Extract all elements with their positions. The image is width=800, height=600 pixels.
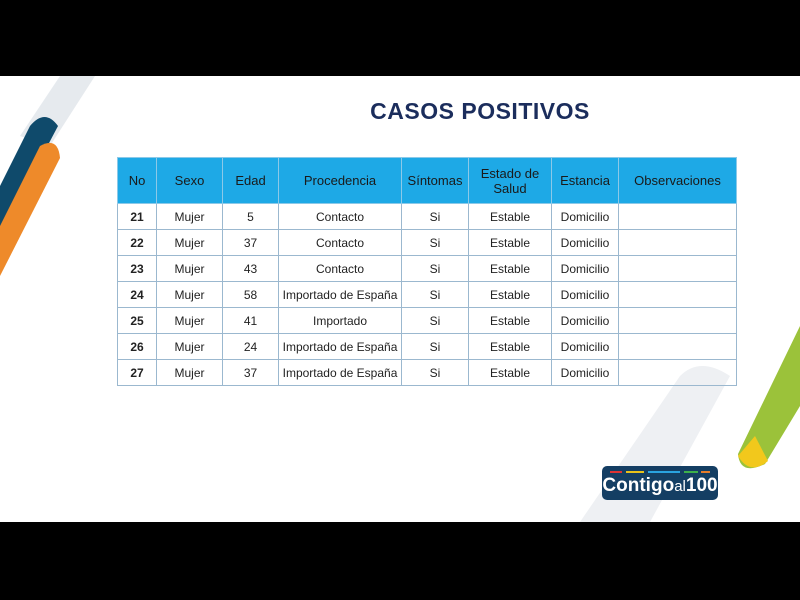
cell-procedencia: Contacto [278, 203, 402, 230]
cell-estado-salud: Estable [468, 307, 552, 334]
cases-table: No Sexo Edad Procedencia Síntomas Estado… [117, 157, 737, 386]
cell-estado-salud: Estable [468, 203, 552, 230]
cell-no: 21 [117, 203, 157, 230]
cell-no: 25 [117, 307, 157, 334]
slide: CASOS POSITIVOS No Sexo Edad Procedencia… [0, 76, 800, 522]
cell-sexo: Mujer [156, 333, 223, 360]
cell-estado-salud: Estable [468, 229, 552, 256]
cell-observaciones [618, 229, 737, 256]
cell-estancia: Domicilio [551, 229, 619, 256]
cell-sintomas: Si [401, 203, 469, 230]
cell-observaciones [618, 359, 737, 386]
table-row: 21 Mujer 5 Contacto Si Estable Domicilio [117, 203, 737, 230]
table-row: 22 Mujer 37 Contacto Si Estable Domicilio [117, 229, 737, 256]
cell-sintomas: Si [401, 307, 469, 334]
cell-no: 23 [117, 255, 157, 282]
cell-edad: 5 [222, 203, 279, 230]
cell-estado-salud: Estable [468, 359, 552, 386]
column-header-edad: Edad [222, 157, 279, 204]
cell-no: 22 [117, 229, 157, 256]
cell-observaciones [618, 203, 737, 230]
cell-sintomas: Si [401, 359, 469, 386]
table-header-row: No Sexo Edad Procedencia Síntomas Estado… [117, 157, 737, 204]
cell-estancia: Domicilio [551, 203, 619, 230]
table-row: 24 Mujer 58 Importado de España Si Estable Dom… [117, 281, 737, 308]
logo-text: 100 [685, 475, 718, 496]
table-row: 27 Mujer 37 Importado de España Si Estable Dom… [117, 359, 737, 386]
column-header-no: No [117, 157, 157, 204]
cell-sexo: Mujer [156, 307, 223, 334]
cell-edad: 41 [222, 307, 279, 334]
column-header-sexo: Sexo [156, 157, 223, 204]
cell-sexo: Mujer [156, 203, 223, 230]
cell-estancia: Domicilio [551, 281, 619, 308]
column-header-procedencia: Procedencia [278, 157, 402, 204]
cell-estancia: Domicilio [551, 255, 619, 282]
cell-procedencia: Contacto [278, 255, 402, 282]
column-header-estancia: Estancia [551, 157, 619, 204]
cell-estado-salud: Estable [468, 281, 552, 308]
cell-estancia: Domicilio [551, 359, 619, 386]
cell-edad: 37 [222, 359, 279, 386]
column-header-observaciones: Observaciones [618, 157, 737, 204]
cell-no: 26 [117, 333, 157, 360]
cell-sexo: Mujer [156, 255, 223, 282]
table-row: 25 Mujer 41 Importado Si Estable Domicilio [117, 307, 737, 334]
cell-observaciones [618, 255, 737, 282]
page-title: CASOS POSITIVOS [370, 98, 590, 124]
cell-no: 24 [117, 281, 157, 308]
column-header-estado-salud: Estado de Salud [468, 157, 552, 204]
cell-estancia: Domicilio [551, 333, 619, 360]
column-header-sintomas: Síntomas [401, 157, 469, 204]
cell-no: 27 [117, 359, 157, 386]
cell-edad: 43 [222, 255, 279, 282]
cell-edad: 37 [222, 229, 279, 256]
cell-procedencia: Contacto [278, 229, 402, 256]
logo-text: al [674, 478, 686, 495]
cell-sintomas: Si [401, 255, 469, 282]
cell-procedencia: Importado de España [278, 281, 402, 308]
cell-sexo: Mujer [156, 281, 223, 308]
table-row: 23 Mujer 43 Contacto Si Estable Domicilio [117, 255, 737, 282]
contigo-al-100-logo: Contigoal100 [602, 466, 718, 500]
decorative-stripes-left [0, 76, 95, 276]
cell-sexo: Mujer [156, 359, 223, 386]
cell-procedencia: Importado de España [278, 333, 402, 360]
table-row: 26 Mujer 24 Importado de España Si Estable Dom… [117, 333, 737, 360]
cell-estado-salud: Estable [468, 255, 552, 282]
cell-procedencia: Importado de España [278, 359, 402, 386]
cell-sintomas: Si [401, 333, 469, 360]
logo-text: Contigo [602, 475, 675, 496]
cell-procedencia: Importado [278, 307, 402, 334]
cell-observaciones [618, 281, 737, 308]
cell-observaciones [618, 333, 737, 360]
cell-estancia: Domicilio [551, 307, 619, 334]
cell-edad: 58 [222, 281, 279, 308]
cell-estado-salud: Estable [468, 333, 552, 360]
cell-edad: 24 [222, 333, 279, 360]
cell-sintomas: Si [401, 229, 469, 256]
cell-observaciones [618, 307, 737, 334]
cell-sintomas: Si [401, 281, 469, 308]
cell-sexo: Mujer [156, 229, 223, 256]
